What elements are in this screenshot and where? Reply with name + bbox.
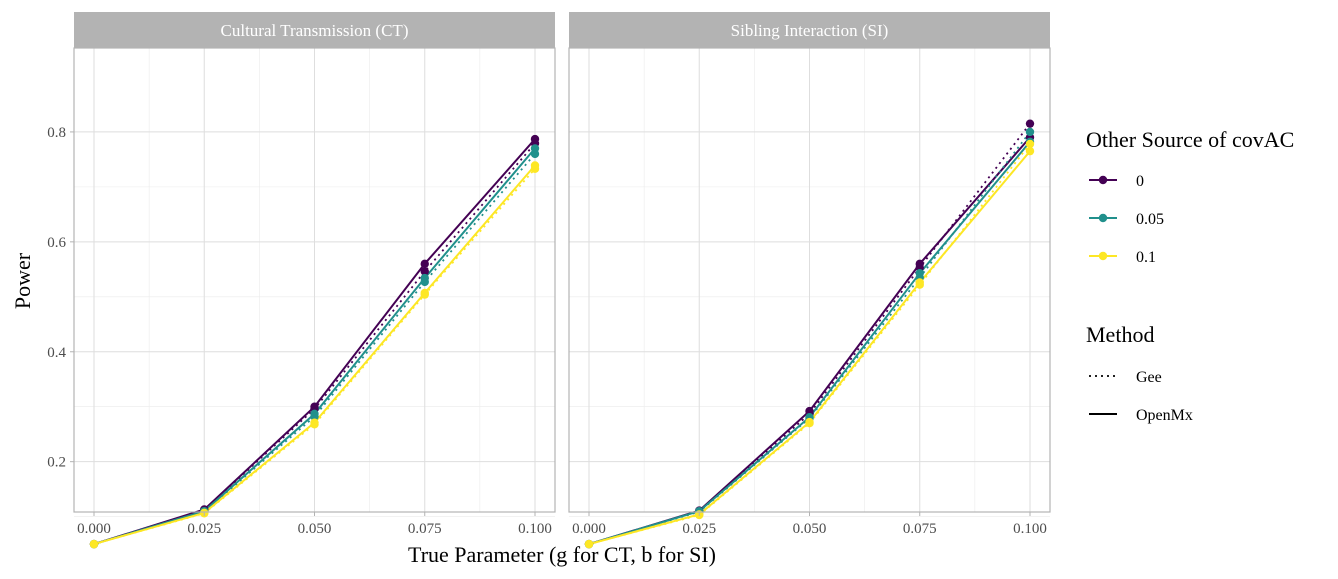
- data-point: [420, 267, 429, 276]
- data-point: [805, 419, 814, 428]
- y-tick-label: 0.2: [47, 455, 66, 471]
- x-tick-label: 0.000: [572, 521, 606, 537]
- facet-strip: [569, 12, 1050, 48]
- facet-panel: Cultural Transmission (CT) 0.000 0.025 0.05…: [47, 12, 556, 549]
- x-tick-label: 0.025: [187, 521, 221, 537]
- series-line: [588, 123, 1031, 545]
- data-point: [420, 259, 429, 269]
- data-point: [584, 539, 594, 549]
- facet-strip: [74, 12, 555, 48]
- legend-method-entry: OpenMx: [1089, 407, 1193, 424]
- legend-method-entry: Gee: [1089, 369, 1162, 386]
- x-tick-label: 0.100: [518, 521, 552, 537]
- legend-method-label: Gee: [1136, 369, 1162, 386]
- legend-key-point: [1098, 251, 1108, 261]
- data-point: [915, 280, 924, 289]
- legend-color-label: 0.1: [1136, 249, 1156, 266]
- legend-color-label: 0.05: [1136, 211, 1164, 228]
- y-tick-label: 0.8: [47, 125, 66, 141]
- data-point: [1025, 119, 1035, 128]
- y-axis-title: Power: [10, 252, 35, 309]
- legend-color-entry: 0.05: [1089, 211, 1164, 228]
- data-point: [89, 539, 99, 549]
- legend-method-title: Method: [1086, 322, 1154, 347]
- x-tick-label: 0.000: [77, 521, 111, 537]
- data-point: [530, 149, 540, 159]
- facet-strip-title: Sibling Interaction (SI): [731, 21, 889, 40]
- x-tick-label: 0.075: [903, 521, 937, 537]
- legend-color-label: 0: [1136, 173, 1144, 190]
- data-point: [420, 277, 429, 287]
- facet-strip-title: Cultural Transmission (CT): [221, 21, 409, 40]
- data-point: [420, 290, 429, 299]
- legend-method-label: OpenMx: [1136, 407, 1193, 424]
- legend-key-point: [1098, 175, 1108, 185]
- data-point: [310, 412, 319, 421]
- chart-panels: Cultural Transmission (CT) 0.000 0.025 0.05…: [47, 12, 1051, 549]
- x-tick-label: 0.050: [298, 521, 332, 537]
- x-tick-label: 0.050: [793, 521, 827, 537]
- data-point: [1025, 139, 1035, 149]
- legend-color-entry: 0.1: [1089, 249, 1156, 266]
- y-tick-label: 0.4: [47, 345, 66, 361]
- data-point: [310, 420, 319, 429]
- legend-color-entry: 0: [1089, 173, 1144, 190]
- legend-key-point: [1098, 213, 1108, 223]
- x-tick-label: 0.075: [408, 521, 442, 537]
- x-axis-title: True Parameter (g for CT, b for SI): [408, 542, 716, 567]
- data-point: [1025, 127, 1035, 137]
- data-point: [1025, 146, 1035, 156]
- legend-color-title: Other Source of covAC: [1086, 127, 1294, 152]
- data-point: [530, 164, 540, 173]
- legend: Other Source of covAC 0 0.05 0.1 Method Gee Op…: [1086, 127, 1294, 424]
- y-tick-label: 0.6: [47, 235, 66, 251]
- x-tick-label: 0.100: [1013, 521, 1047, 537]
- x-tick-label: 0.025: [682, 521, 716, 537]
- facet-panel: Sibling Interaction (SI) 0.000 0.025 0.050 0…: [568, 12, 1051, 549]
